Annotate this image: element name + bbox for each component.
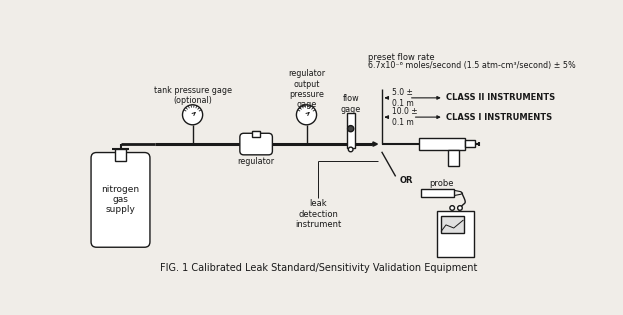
Circle shape	[183, 105, 202, 125]
Bar	[419, 138, 465, 150]
Bar	[440, 216, 464, 232]
Circle shape	[348, 126, 354, 132]
Text: tank pressure gage
(optional): tank pressure gage (optional)	[154, 86, 232, 105]
Bar	[421, 189, 454, 197]
Text: 10.0 ±
0.1 m: 10.0 ± 0.1 m	[392, 107, 417, 127]
Bar	[465, 140, 475, 147]
FancyBboxPatch shape	[91, 152, 150, 247]
Circle shape	[348, 147, 353, 152]
Text: leak
detection
instrument: leak detection instrument	[295, 199, 341, 229]
Text: regulator
output
pressure
gage: regulator output pressure gage	[288, 69, 325, 110]
Text: preset flow rate: preset flow rate	[368, 53, 435, 62]
Text: nitrogen
gas
supply: nitrogen gas supply	[102, 185, 140, 215]
Text: FIG. 1 Calibrated Leak Standard/Sensitivity Validation Equipment: FIG. 1 Calibrated Leak Standard/Sensitiv…	[160, 263, 478, 273]
Text: flow
gage: flow gage	[341, 94, 361, 114]
Circle shape	[297, 105, 316, 125]
Bar	[115, 149, 126, 161]
Bar	[252, 131, 260, 137]
Text: probe: probe	[429, 179, 454, 188]
Bar	[449, 150, 459, 166]
Text: regulator: regulator	[237, 157, 275, 165]
Bar	[437, 211, 474, 257]
Circle shape	[450, 206, 455, 210]
Text: OR: OR	[399, 176, 413, 185]
Text: 5.0 ±
0.1 m: 5.0 ± 0.1 m	[392, 88, 414, 107]
Bar	[347, 113, 355, 148]
FancyBboxPatch shape	[240, 133, 272, 155]
Text: 6.7x10⁻⁶ moles/second (1.5 atm-cm³/second) ± 5%: 6.7x10⁻⁶ moles/second (1.5 atm-cm³/secon…	[368, 61, 576, 70]
Text: CLASS I INSTRUMENTS: CLASS I INSTRUMENTS	[446, 112, 552, 122]
Text: CLASS II INSTRUMENTS: CLASS II INSTRUMENTS	[446, 93, 555, 102]
Circle shape	[458, 206, 462, 210]
